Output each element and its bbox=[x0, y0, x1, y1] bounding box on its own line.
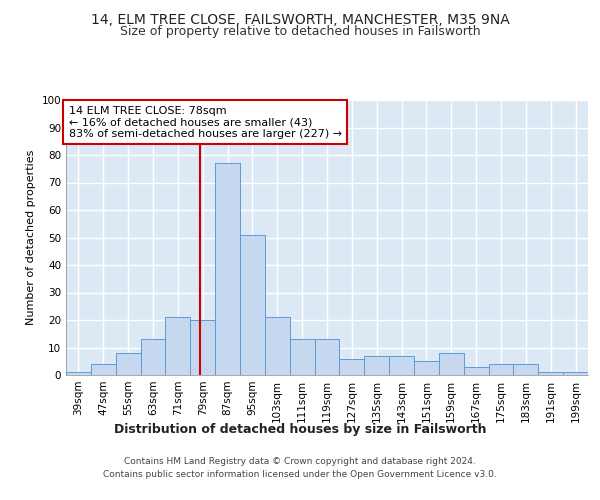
Bar bbox=[240, 235, 265, 375]
Bar bbox=[290, 339, 314, 375]
Bar bbox=[314, 339, 340, 375]
Text: Distribution of detached houses by size in Failsworth: Distribution of detached houses by size … bbox=[114, 422, 486, 436]
Bar bbox=[91, 364, 116, 375]
Bar bbox=[464, 367, 488, 375]
Bar bbox=[140, 339, 166, 375]
Text: Contains HM Land Registry data © Crown copyright and database right 2024.: Contains HM Land Registry data © Crown c… bbox=[124, 458, 476, 466]
Text: 14, ELM TREE CLOSE, FAILSWORTH, MANCHESTER, M35 9NA: 14, ELM TREE CLOSE, FAILSWORTH, MANCHEST… bbox=[91, 12, 509, 26]
Bar bbox=[190, 320, 215, 375]
Bar bbox=[265, 318, 290, 375]
Bar bbox=[340, 358, 364, 375]
Bar bbox=[488, 364, 514, 375]
Text: Size of property relative to detached houses in Failsworth: Size of property relative to detached ho… bbox=[119, 25, 481, 38]
Bar bbox=[514, 364, 538, 375]
Bar bbox=[116, 353, 140, 375]
Bar bbox=[414, 361, 439, 375]
Bar bbox=[364, 356, 389, 375]
Text: Contains public sector information licensed under the Open Government Licence v3: Contains public sector information licen… bbox=[103, 470, 497, 479]
Bar bbox=[66, 372, 91, 375]
Bar bbox=[215, 163, 240, 375]
Bar bbox=[563, 372, 588, 375]
Bar bbox=[538, 372, 563, 375]
Text: 14 ELM TREE CLOSE: 78sqm
← 16% of detached houses are smaller (43)
83% of semi-d: 14 ELM TREE CLOSE: 78sqm ← 16% of detach… bbox=[68, 106, 342, 138]
Y-axis label: Number of detached properties: Number of detached properties bbox=[26, 150, 36, 325]
Bar bbox=[439, 353, 464, 375]
Bar bbox=[389, 356, 414, 375]
Bar bbox=[166, 318, 190, 375]
